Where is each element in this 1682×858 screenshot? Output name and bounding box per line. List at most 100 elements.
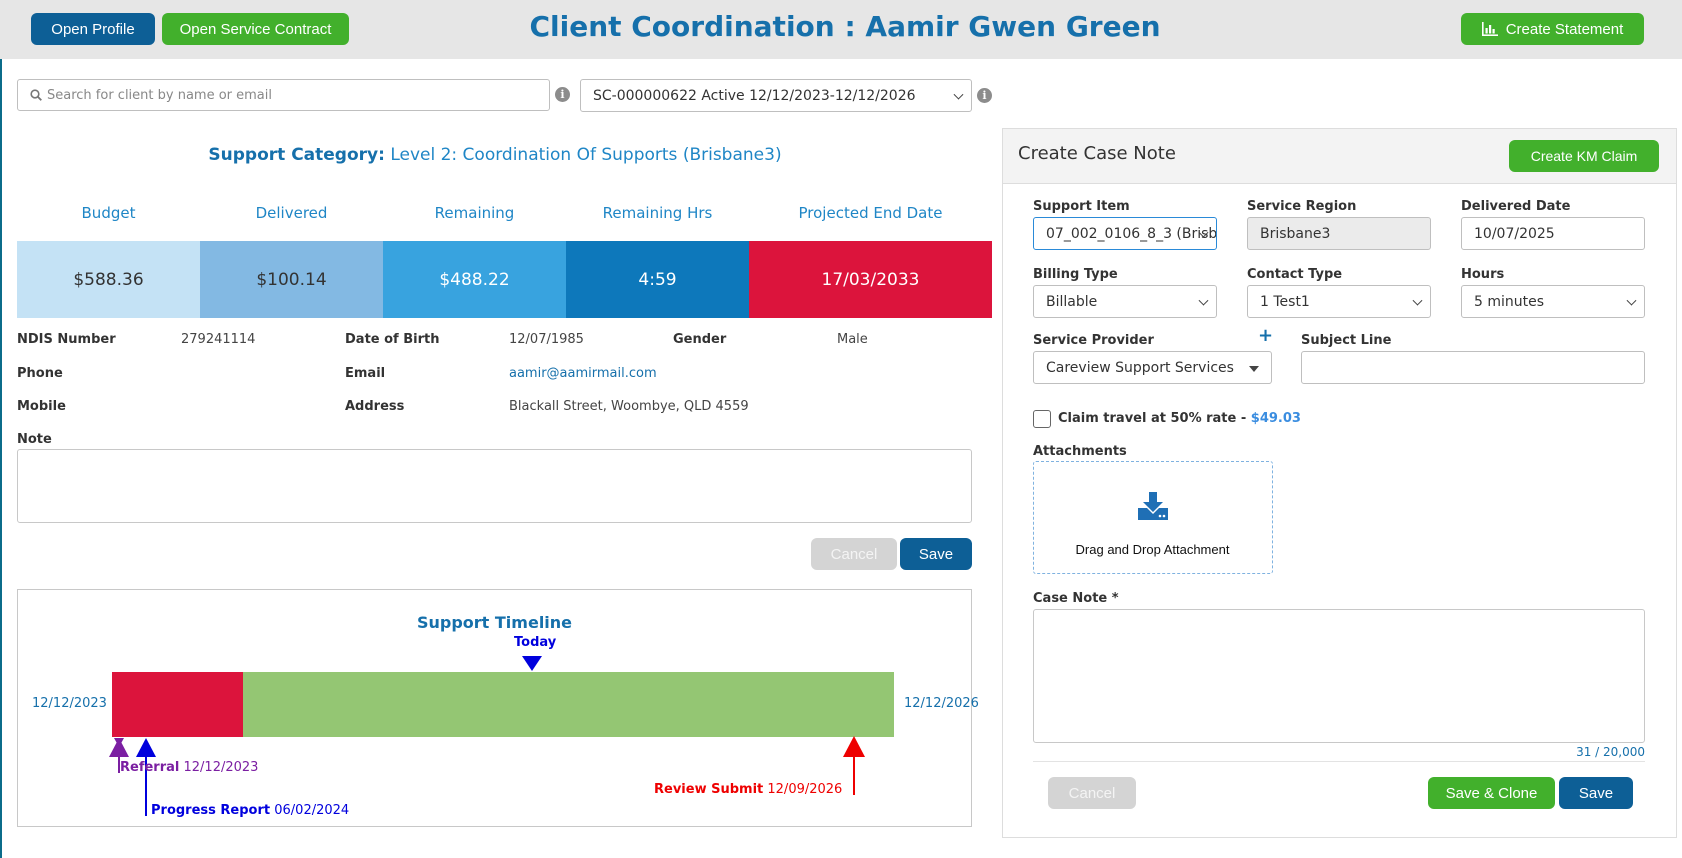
hours-value: 5 minutes (1474, 293, 1545, 310)
create-statement-label: Create Statement (1505, 20, 1624, 38)
ndis-number-value: 279241114 (181, 332, 256, 347)
phone-label: Phone (17, 366, 63, 381)
today-marker (522, 656, 542, 671)
note-label: Note (17, 432, 52, 447)
service-provider-label: Service Provider (1033, 333, 1154, 348)
service-provider-select[interactable]: Careview Support Services (1033, 351, 1272, 384)
stat-label-budget: Budget (81, 204, 136, 222)
service-region-value: Brisbane3 (1260, 225, 1331, 242)
contact-type-value: 1 Test1 (1260, 293, 1310, 310)
stat-label-remaining: Remaining (434, 204, 515, 222)
referral-arrow (109, 738, 129, 757)
footer-divider (1033, 761, 1645, 762)
add-service-provider-icon[interactable]: + (1258, 325, 1274, 346)
create-statement-button[interactable]: Create Statement (1461, 13, 1644, 45)
billing-type-label: Billing Type (1033, 267, 1118, 282)
claim-travel-text: Claim travel at 50% rate - (1058, 411, 1247, 426)
referral-date: 12/12/2023 (183, 760, 259, 775)
timeline-remaining-bar (243, 672, 894, 737)
referral-annotation: Referral 12/12/2023 (120, 760, 258, 775)
drop-zone-label: Drag and Drop Attachment (1075, 542, 1230, 557)
save-and-clone-button[interactable]: Save & Clone (1428, 777, 1555, 809)
delivered-date-input[interactable]: 10/07/2025 (1461, 217, 1645, 250)
billing-type-value: Billable (1046, 293, 1098, 310)
caret-down-icon (1249, 366, 1259, 372)
support-category-value: Level 2: Coordination Of Supports (Brisb… (390, 145, 782, 165)
review-submit-arrow (843, 736, 865, 757)
search-info-icon[interactable]: i (555, 87, 570, 102)
hours-select[interactable]: 5 minutes (1461, 285, 1645, 318)
contact-type-label: Contact Type (1247, 267, 1343, 282)
stat-remaining-hrs: 4:59 (566, 241, 749, 318)
contract-info-icon[interactable]: i (977, 88, 992, 103)
create-km-claim-button[interactable]: Create KM Claim (1509, 140, 1659, 172)
stat-label-projected-end: Projected End Date (798, 204, 943, 222)
page-title: Client Coordination : Aamir Gwen Green (529, 10, 1161, 43)
search-placeholder: Search for client by name or email (47, 87, 272, 103)
stat-label-remaining-hrs: Remaining Hrs (602, 204, 713, 222)
attachment-drop-zone[interactable]: Drag and Drop Attachment (1033, 461, 1273, 574)
billing-type-select[interactable]: Billable (1033, 285, 1217, 318)
bar-chart-icon (1481, 22, 1498, 36)
dob-value: 12/07/1985 (509, 332, 584, 347)
download-icon (1138, 492, 1168, 520)
client-search-input[interactable]: Search for client by name or email (17, 79, 550, 111)
delivered-date-label: Delivered Date (1461, 199, 1571, 214)
claim-travel-amount: $49.03 (1250, 411, 1301, 426)
subject-line-label: Subject Line (1301, 333, 1392, 348)
service-provider-value: Careview Support Services (1046, 359, 1234, 376)
referral-label: Referral (120, 760, 180, 775)
contact-type-select[interactable]: 1 Test1 (1247, 285, 1431, 318)
progress-report-date: 06/02/2024 (274, 803, 350, 818)
review-submit-annotation: Review Submit 12/09/2026 (654, 782, 842, 797)
support-timeline-panel: Support Timeline Today 12/12/2023 12/12/… (17, 589, 979, 827)
service-region-field: Brisbane3 (1247, 217, 1431, 250)
progress-report-annotation: Progress Report 06/02/2024 (151, 803, 349, 818)
stat-budget: $588.36 (17, 241, 200, 318)
character-counter: 31 / 20,000 (1576, 745, 1645, 759)
service-contract-select[interactable]: SC-000000622 Active 12/12/2023-12/12/202… (580, 79, 972, 112)
support-category: Support Category: Level 2: Coordination … (17, 145, 973, 165)
stat-projected-end: 17/03/2033 (749, 241, 992, 318)
delivered-date-value: 10/07/2025 (1474, 225, 1555, 242)
search-icon (30, 89, 42, 101)
create-case-note-panel: Create Case Note Create KM Claim Support… (1002, 128, 1677, 838)
ndis-number-label: NDIS Number (17, 332, 116, 347)
gender-label: Gender (673, 332, 727, 347)
left-edge-accent (0, 59, 2, 858)
gender-value: Male (837, 332, 868, 347)
timeline-elapsed-bar (112, 672, 243, 737)
subject-line-input[interactable] (1301, 351, 1645, 384)
note-textarea[interactable] (17, 449, 972, 523)
dob-label: Date of Birth (345, 332, 440, 347)
stat-delivered: $100.14 (200, 241, 383, 318)
timeline-start-date: 12/12/2023 (32, 696, 107, 711)
email-label: Email (345, 366, 386, 381)
timeline-graphic (109, 656, 894, 816)
note-cancel-button[interactable]: Cancel (811, 538, 897, 570)
progress-report-arrow (136, 738, 156, 757)
open-profile-button[interactable]: Open Profile (31, 13, 155, 45)
case-note-panel-header: Create Case Note Create KM Claim (1003, 129, 1676, 184)
case-note-cancel-button[interactable]: Cancel (1048, 777, 1136, 809)
address-label: Address (345, 399, 405, 414)
today-label: Today (514, 635, 557, 650)
case-note-panel-title: Create Case Note (1018, 143, 1176, 164)
email-link[interactable]: aamir@aamirmail.com (509, 366, 657, 381)
note-save-button[interactable]: Save (900, 538, 972, 570)
case-note-label: Case Note * (1033, 591, 1119, 606)
open-service-contract-button[interactable]: Open Service Contract (162, 13, 349, 45)
review-submit-label: Review Submit (654, 782, 764, 797)
stat-label-delivered: Delivered (255, 204, 328, 222)
claim-travel-checkbox[interactable] (1033, 410, 1051, 428)
address-value: Blackall Street, Woombye, QLD 4559 (509, 399, 749, 414)
service-region-label: Service Region (1247, 199, 1357, 214)
attachments-label: Attachments (1033, 444, 1127, 459)
support-item-select[interactable]: 07_002_0106_8_3 (Brisb (1033, 217, 1217, 250)
progress-report-label: Progress Report (151, 803, 271, 818)
claim-travel-label[interactable]: Claim travel at 50% rate - $49.03 (1058, 411, 1301, 426)
case-note-save-button[interactable]: Save (1559, 777, 1633, 809)
mobile-label: Mobile (17, 399, 66, 414)
support-category-label: Support Category: (208, 145, 385, 165)
case-note-textarea[interactable] (1033, 609, 1645, 743)
